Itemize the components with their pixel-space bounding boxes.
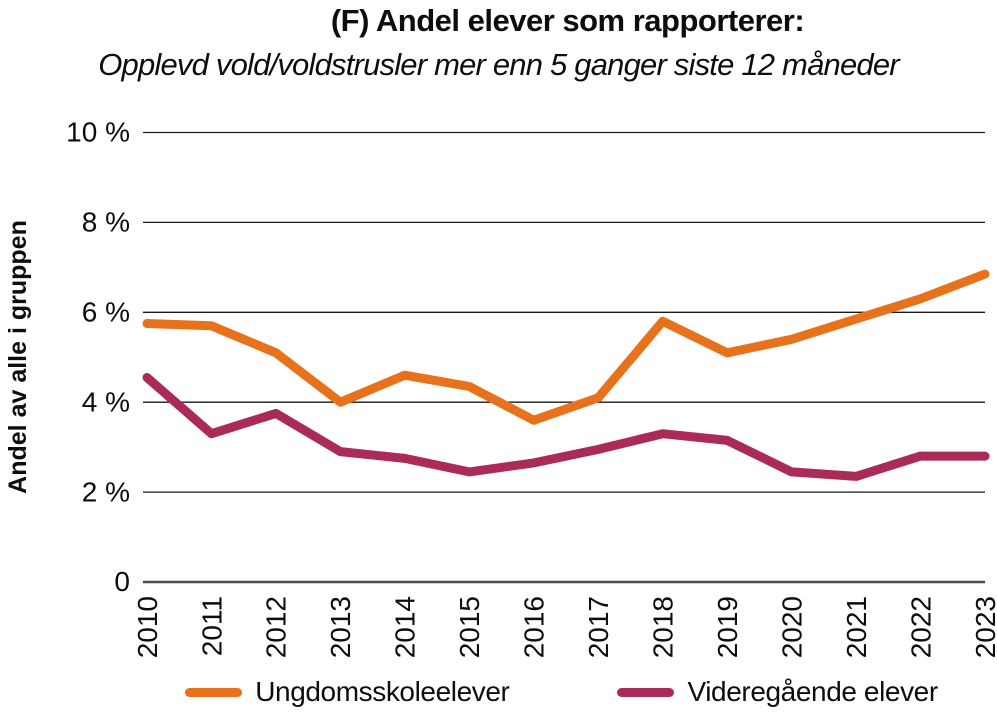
line-chart-plot: Andel av alle i gruppen 0 2 % 4 % 6 % 8 % 10 … xyxy=(4,117,997,659)
legend-label-videregaende-elever: Videregående elever xyxy=(687,676,938,707)
series-line-ungdomsskoleelever xyxy=(142,269,990,425)
x-tick-label-2013: 2013 xyxy=(325,596,356,658)
x-tick-label-2017: 2017 xyxy=(583,596,614,658)
legend-swatch-ungdomsskoleelever-icon xyxy=(185,687,243,697)
x-tick-label-2012: 2012 xyxy=(261,596,292,658)
x-tick-label-2018: 2018 xyxy=(647,596,678,658)
x-tick-label-2010: 2010 xyxy=(132,596,163,658)
series-lines-group xyxy=(142,269,990,481)
y-tick-label-6: 6 % xyxy=(82,297,130,328)
y-tick-label-10: 10 % xyxy=(66,117,130,148)
legend-item-videregaende-elever: Videregående elever xyxy=(617,676,938,708)
y-tick-label-8: 8 % xyxy=(82,207,130,238)
x-tick-label-2016: 2016 xyxy=(519,596,550,658)
legend: Ungdomsskoleelever Videregående elever xyxy=(0,676,997,708)
x-tick-label-2019: 2019 xyxy=(712,596,743,658)
x-tick-label-2015: 2015 xyxy=(454,596,485,658)
series-line-videreg-ende-elever xyxy=(142,373,990,481)
chart-title: (F) Andel elever som rapporterer: xyxy=(330,3,805,38)
legend-item-ungdomsskoleelever: Ungdomsskoleelever xyxy=(185,676,510,708)
x-tick-label-2020: 2020 xyxy=(776,596,807,658)
y-tick-label-4: 4 % xyxy=(82,386,130,417)
x-tick-label-2021: 2021 xyxy=(841,596,872,658)
y-tick-label-2: 2 % xyxy=(82,476,130,507)
legend-label-ungdomsskoleelever: Ungdomsskoleelever xyxy=(255,676,510,707)
x-tick-label-2023: 2023 xyxy=(970,596,997,658)
legend-swatch-videregaende-elever-icon xyxy=(617,687,675,697)
y-axis-title: Andel av alle i gruppen xyxy=(4,220,32,494)
chart-subtitle: Opplevd vold/voldstrusler mer enn 5 gang… xyxy=(98,46,899,82)
chart-header: (F) Andel elever som rapporterer: Opplev… xyxy=(0,2,997,94)
x-tick-label-2011: 2011 xyxy=(196,596,227,656)
y-tick-label-0: 0 xyxy=(114,566,130,597)
y-tick-labels-group: 0 2 % 4 % 6 % 8 % 10 % xyxy=(66,117,130,597)
x-tick-labels-group: 2010 2011 2012 2013 2014 2015 2016 2017 2018 2019… xyxy=(132,596,997,658)
gridlines-group xyxy=(143,131,985,584)
x-tick-label-2022: 2022 xyxy=(905,596,936,658)
x-tick-label-2014: 2014 xyxy=(390,596,421,658)
